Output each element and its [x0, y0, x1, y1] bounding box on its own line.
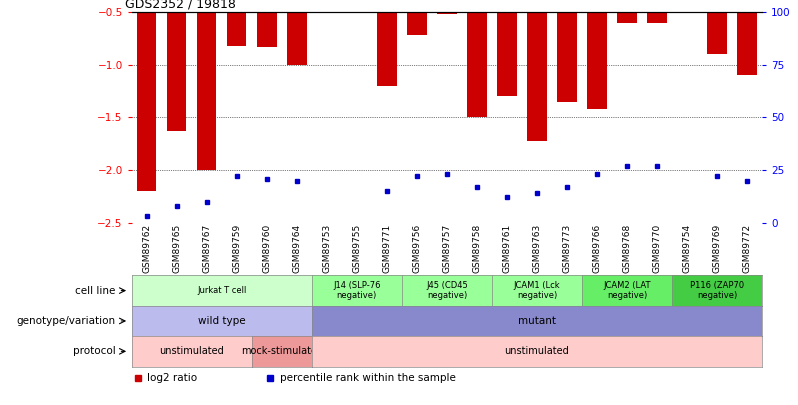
Text: GSM89768: GSM89768: [622, 224, 631, 273]
Text: mutant: mutant: [518, 316, 556, 326]
Text: GSM89753: GSM89753: [322, 224, 331, 273]
Bar: [197, 12, 216, 170]
Text: log2 ratio: log2 ratio: [148, 373, 198, 383]
Text: GSM89767: GSM89767: [202, 224, 211, 273]
Text: GSM89770: GSM89770: [653, 224, 662, 273]
Text: GSM89759: GSM89759: [232, 224, 241, 273]
Text: GSM89771: GSM89771: [382, 224, 391, 273]
Bar: [617, 12, 637, 23]
Bar: [587, 12, 606, 109]
Text: cell line: cell line: [76, 286, 116, 296]
Bar: [377, 12, 397, 86]
Text: unstimulated: unstimulated: [504, 346, 569, 356]
Text: GSM89773: GSM89773: [563, 224, 571, 273]
Bar: [647, 12, 667, 23]
Bar: [227, 12, 247, 46]
Text: GSM89764: GSM89764: [292, 224, 302, 273]
Bar: [437, 12, 456, 14]
Text: JCAM2 (LAT
negative): JCAM2 (LAT negative): [603, 281, 650, 300]
Text: GDS2352 / 19818: GDS2352 / 19818: [125, 0, 236, 11]
Text: GSM89763: GSM89763: [532, 224, 541, 273]
Text: GSM89755: GSM89755: [353, 224, 361, 273]
Text: GSM89757: GSM89757: [442, 224, 452, 273]
Text: GSM89766: GSM89766: [592, 224, 602, 273]
Text: GSM89760: GSM89760: [263, 224, 271, 273]
Text: GSM89765: GSM89765: [172, 224, 181, 273]
Text: GSM89761: GSM89761: [503, 224, 512, 273]
Bar: [707, 12, 727, 54]
Text: J14 (SLP-76
negative): J14 (SLP-76 negative): [333, 281, 381, 300]
Text: unstimulated: unstimulated: [160, 346, 224, 356]
Text: GSM89756: GSM89756: [413, 224, 421, 273]
Text: GSM89758: GSM89758: [472, 224, 481, 273]
Text: percentile rank within the sample: percentile rank within the sample: [280, 373, 456, 383]
Bar: [497, 12, 516, 96]
Bar: [137, 12, 156, 191]
Text: P116 (ZAP70
negative): P116 (ZAP70 negative): [690, 281, 744, 300]
Text: GSM89769: GSM89769: [713, 224, 721, 273]
Text: GSM89772: GSM89772: [743, 224, 752, 273]
Text: JCAM1 (Lck
negative): JCAM1 (Lck negative): [514, 281, 560, 300]
Bar: [167, 12, 187, 131]
Text: wild type: wild type: [198, 316, 246, 326]
Text: protocol: protocol: [73, 346, 116, 356]
Bar: [257, 12, 277, 47]
Text: GSM89754: GSM89754: [682, 224, 692, 273]
Bar: [407, 12, 427, 35]
Text: J45 (CD45
negative): J45 (CD45 negative): [426, 281, 468, 300]
Text: GSM89762: GSM89762: [142, 224, 151, 273]
Text: Jurkat T cell: Jurkat T cell: [197, 286, 247, 295]
Bar: [527, 12, 547, 141]
Text: mock-stimulated: mock-stimulated: [241, 346, 323, 356]
Bar: [557, 12, 577, 102]
Text: genotype/variation: genotype/variation: [17, 316, 116, 326]
Bar: [737, 12, 757, 75]
Bar: [467, 12, 487, 117]
Bar: [287, 12, 306, 65]
